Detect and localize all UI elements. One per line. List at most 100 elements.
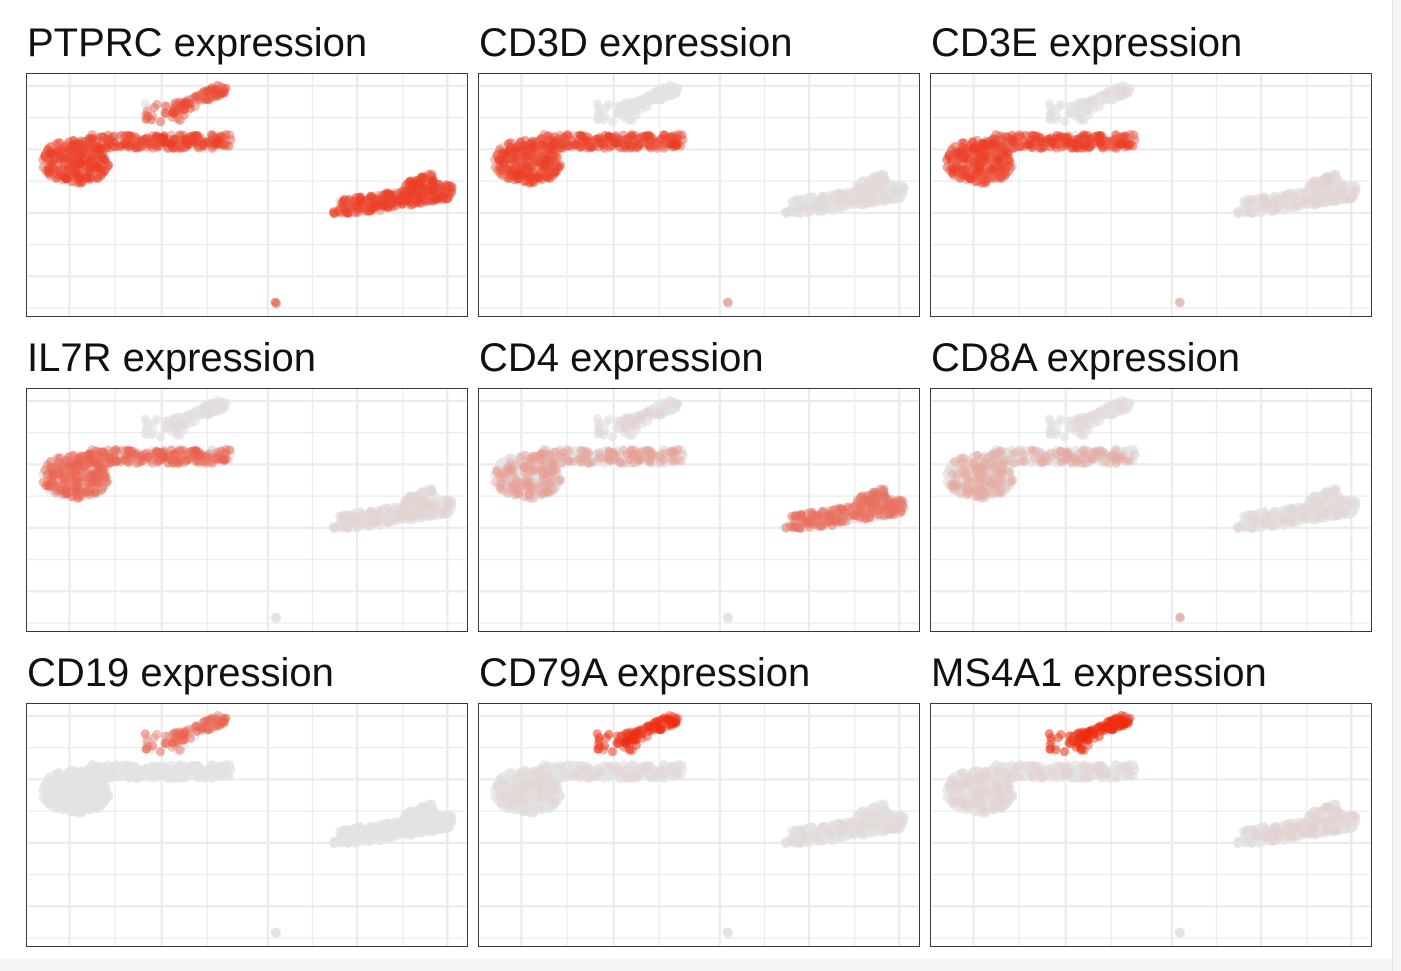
scatter-point-upper-left-top bbox=[160, 416, 171, 426]
scatter-point-right bbox=[412, 196, 422, 207]
scatter-point-upper-left-top bbox=[149, 102, 159, 113]
scatter-point-right bbox=[442, 194, 452, 204]
scatter-point-upper-left-main bbox=[672, 134, 682, 144]
scatter-point-right bbox=[373, 506, 383, 516]
scatter-point-upper-left-main bbox=[219, 455, 229, 465]
scatter-point-upper-left-main bbox=[225, 445, 235, 455]
scatter-point-right bbox=[442, 502, 452, 512]
scatter-point-right bbox=[1233, 209, 1243, 219]
scatter-point-right bbox=[1286, 196, 1296, 206]
scatter-point-upper-left-main bbox=[43, 168, 54, 178]
scatter-point-right bbox=[329, 523, 339, 533]
scatter-point-right bbox=[421, 195, 431, 205]
scatter-point-right bbox=[366, 203, 377, 213]
scatter-point-right bbox=[357, 510, 367, 520]
scatter-point-upper-left-top bbox=[1115, 89, 1126, 99]
scatter-point-right bbox=[879, 177, 889, 187]
scatter-point-right bbox=[825, 194, 835, 204]
scatter-point-upper-left-main bbox=[1008, 136, 1018, 146]
scatter-point-right bbox=[417, 510, 427, 521]
scatter-point-right bbox=[1258, 196, 1268, 207]
scatter-point-upper-left-main bbox=[524, 172, 534, 182]
scatter-point-upper-left-top bbox=[600, 111, 610, 121]
scatter-point-upper-left-top bbox=[614, 105, 624, 116]
scatter-point-right bbox=[1247, 208, 1258, 219]
scatter-point-upper-left-top bbox=[1085, 96, 1095, 106]
scatter-point-right bbox=[797, 202, 807, 213]
scatter-point-upper-left-main bbox=[62, 153, 72, 163]
scatter-point-upper-left-main bbox=[142, 133, 152, 143]
scatter-point-upper-left-main bbox=[942, 154, 952, 165]
scatter-svg bbox=[27, 74, 467, 316]
scatter-point-right bbox=[329, 209, 339, 219]
scatter-point-right bbox=[866, 188, 876, 198]
scatter-point-upper-left-main bbox=[634, 139, 644, 149]
scatter-point-upper-left-top bbox=[185, 410, 195, 421]
scatter-point-upper-left-main bbox=[90, 487, 100, 497]
scatter-point-right bbox=[1336, 186, 1346, 197]
scatter-point-upper-left-main bbox=[969, 143, 979, 153]
scatter-point-upper-left-top bbox=[203, 86, 213, 96]
scatter-point-upper-left-main bbox=[81, 156, 92, 166]
scatter-point-right bbox=[833, 188, 843, 198]
scatter-point-upper-left-main bbox=[978, 152, 988, 162]
scatter-point-upper-left-top bbox=[607, 432, 618, 442]
scatter-point-right bbox=[1248, 195, 1259, 205]
scatter-point-right bbox=[1281, 189, 1292, 200]
scatter-point-right bbox=[341, 205, 351, 216]
scatter-point-upper-left-main bbox=[213, 135, 224, 145]
scatter-point-upper-left-main bbox=[102, 134, 112, 144]
scatter-point-upper-left-main bbox=[109, 137, 119, 147]
scatter-point-upper-left-top bbox=[1108, 93, 1118, 103]
scatter-point-upper-left-top bbox=[147, 115, 157, 125]
scatter-point-right bbox=[341, 523, 351, 533]
scatter-point-upper-left-top bbox=[593, 114, 603, 124]
scatter-point-right bbox=[355, 197, 365, 207]
scatter-point-upper-left-main bbox=[156, 448, 167, 458]
scatter-point-right bbox=[785, 207, 795, 217]
scatter-point-right bbox=[386, 189, 396, 200]
scatter-point-right bbox=[1349, 185, 1359, 195]
scatter-point-upper-left-main bbox=[93, 173, 103, 183]
scatter-point-right bbox=[355, 204, 365, 214]
scatter-point-upper-left-main bbox=[620, 141, 630, 151]
panel-title-ptprc: PTPRC expression bbox=[27, 21, 368, 65]
scatter-point-upper-left-main bbox=[74, 174, 84, 184]
scatter-point-upper-left-top bbox=[160, 101, 171, 111]
scatter-point-right bbox=[353, 522, 363, 532]
scatter-point-upper-left-main bbox=[69, 136, 79, 146]
scatter-point-upper-left-main bbox=[971, 168, 981, 178]
scatter-point-upper-left-top bbox=[1076, 113, 1086, 123]
scatter-point-upper-left-top bbox=[160, 108, 170, 118]
scatter-point-upper-left-main bbox=[152, 131, 162, 141]
scatter-point-upper-left-main bbox=[120, 139, 130, 149]
scatter-point-right bbox=[1310, 189, 1320, 199]
scatter-point-upper-left-main bbox=[53, 146, 63, 156]
scatter-point-upper-left-top bbox=[141, 429, 151, 439]
scatter-point-right bbox=[398, 501, 408, 511]
scatter-point-right bbox=[833, 196, 844, 206]
scatter-svg bbox=[479, 389, 919, 631]
scatter-point-right bbox=[885, 195, 895, 205]
scatter-point-right bbox=[379, 200, 389, 210]
scatter-point-upper-left-main bbox=[191, 446, 201, 456]
scatter-point-upper-left-top bbox=[1046, 103, 1056, 113]
panel-plot-cd3e bbox=[930, 73, 1372, 317]
scatter-point-upper-left-main bbox=[523, 162, 533, 172]
scatter-point-right bbox=[1301, 195, 1311, 205]
panel-title-il7r: IL7R expression bbox=[27, 336, 317, 380]
scatter-point-upper-left-top bbox=[210, 407, 220, 417]
scatter-point-upper-left-main bbox=[105, 452, 115, 462]
scatter-point-right bbox=[365, 506, 375, 516]
scatter-point-upper-left-main bbox=[994, 154, 1004, 165]
scatter-point-upper-left-top bbox=[201, 95, 211, 105]
scatter-point-upper-left-top bbox=[155, 432, 166, 442]
scatter-point-upper-left-main bbox=[126, 131, 136, 141]
scatter-point-right bbox=[1321, 173, 1331, 183]
scatter-point-upper-left-top bbox=[216, 88, 226, 98]
scatter-point-upper-left-main bbox=[951, 161, 962, 172]
scatter-point-upper-left-top bbox=[1053, 102, 1063, 113]
scatter-point-right bbox=[447, 187, 457, 197]
scatter-point-upper-left-main bbox=[550, 167, 560, 177]
